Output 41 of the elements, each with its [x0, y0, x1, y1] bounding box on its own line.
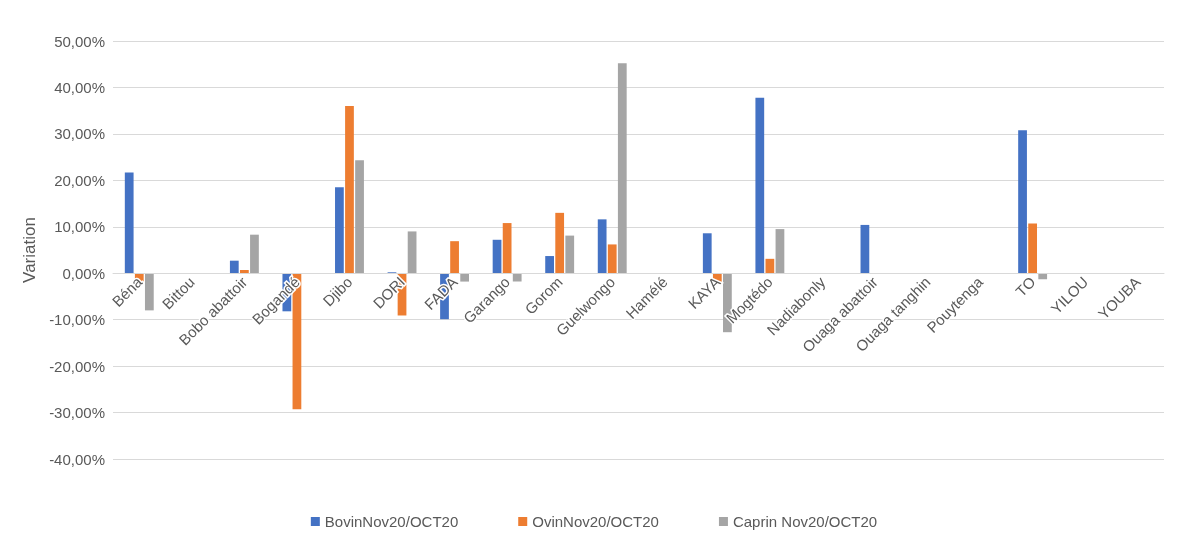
- legend-label: Caprin Nov20/OCT20: [732, 513, 878, 530]
- bar: [1028, 223, 1037, 274]
- bar: [617, 63, 627, 274]
- bar: [335, 187, 344, 274]
- y-axis-title: Variation: [20, 217, 40, 283]
- bar: [492, 239, 502, 274]
- y-tick-label: 0,00%: [62, 264, 105, 282]
- y-tick-label: -40,00%: [49, 450, 105, 468]
- bar: [1018, 130, 1027, 274]
- y-tick-label: -20,00%: [49, 357, 105, 375]
- y-tick-label: 20,00%: [54, 171, 105, 189]
- bar: [702, 233, 712, 274]
- y-tick-label: 50,00%: [54, 32, 105, 50]
- y-tick-label: 10,00%: [54, 218, 105, 236]
- y-tick-label: 30,00%: [54, 125, 105, 143]
- bar: [229, 260, 239, 274]
- bar: [450, 241, 459, 274]
- bar: [597, 219, 607, 274]
- bar: [407, 231, 417, 274]
- legend-label: BovinNov20/OCT20: [324, 513, 459, 530]
- bar: [144, 273, 154, 311]
- bar: [765, 258, 775, 274]
- bar: [355, 160, 364, 274]
- bar: [607, 244, 617, 274]
- bar: [512, 273, 522, 282]
- bar: [250, 234, 259, 274]
- x-tick-label: TO: [1012, 273, 1039, 300]
- bar: [860, 224, 870, 274]
- y-tick-label: 40,00%: [54, 78, 105, 96]
- bar: [124, 172, 134, 274]
- legend-label: OvinNov20/OCT20: [532, 513, 659, 530]
- bar: [555, 212, 565, 274]
- bar: [565, 235, 575, 274]
- y-tick-label: -10,00%: [49, 311, 105, 329]
- y-tick-label: -30,00%: [49, 404, 105, 422]
- bar: [545, 256, 554, 274]
- bar: [755, 97, 765, 274]
- bar: [345, 106, 354, 274]
- bar: [775, 229, 785, 274]
- bar: [502, 223, 512, 274]
- bar: [240, 269, 249, 274]
